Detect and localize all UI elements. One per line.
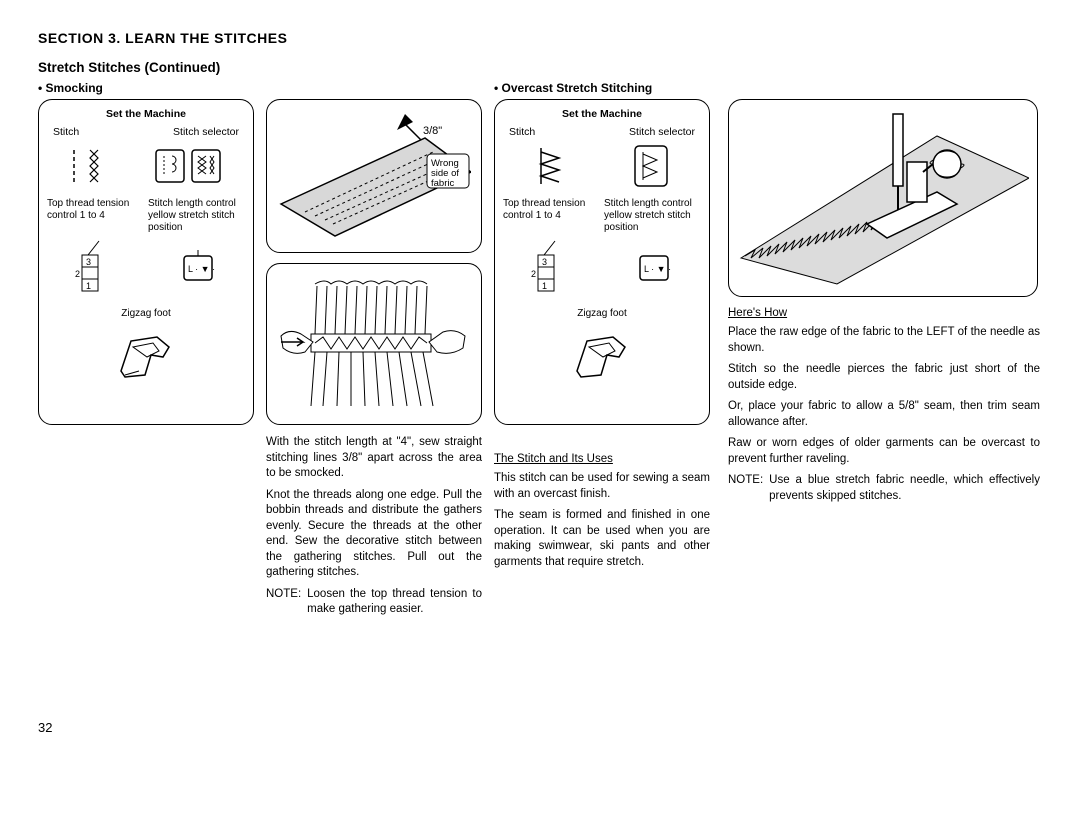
heres-how-1: Place the raw edge of the fabric to the … [728, 325, 1040, 356]
heres-how-head: Here's How [728, 307, 1040, 319]
smocking-note: NOTE: Loosen the top thread tension to m… [266, 587, 482, 618]
foot-label-2: Zigzag foot [503, 308, 701, 321]
smocking-diagram-2 [266, 263, 482, 425]
set-machine-label: Set the Machine [47, 108, 245, 120]
heres-how-note: NOTE: Use a blue stretch fabric needle, … [728, 473, 1040, 504]
controls-row-2: 3 2 1 L · ▼ · S [503, 238, 701, 298]
overcast-icons-row [503, 144, 701, 188]
overcast-settings-panel: Set the Machine Stitch Stitch selector T… [494, 99, 710, 425]
selector-label: Stitch selector [173, 126, 239, 138]
tension-label: Top thread tension control 1 to 4 [47, 198, 144, 234]
svg-text:L · ▼ · S: L · ▼ · S [188, 264, 218, 274]
machine-diagram-panel [728, 99, 1038, 297]
svg-text:1: 1 [86, 281, 91, 291]
smocking-settings-panel: Set the Machine Stitch Stitch selector [38, 99, 254, 425]
length-control-icon: L · ▼ · S [178, 248, 218, 288]
length-control-icon-2: L · ▼ · S [634, 248, 674, 288]
zigzag-foot-icon-2 [567, 327, 637, 383]
tension-label-2: Top thread tension control 1 to 4 [503, 198, 600, 234]
content-columns: • Smocking Set the Machine Stitch Stitch… [38, 81, 1042, 618]
section-title: SECTION 3. LEARN THE STITCHES [38, 30, 1042, 46]
smocking-diagram-1: 3/8" Wrong side of fabric [266, 99, 482, 253]
column-overcast-panel: • Overcast Stretch Stitching Set the Mac… [494, 81, 710, 576]
column-smocking-diagrams: 3/8" Wrong side of fabric [266, 81, 482, 618]
foot-label: Zigzag foot [47, 308, 245, 321]
svg-text:3: 3 [86, 257, 91, 267]
note-label: NOTE: [266, 587, 301, 618]
column-heres-how: Here's How Place the raw edge of the fab… [728, 81, 1040, 504]
stitch-icons-row [47, 144, 245, 188]
heres-how-4: Raw or worn edges of older garments can … [728, 436, 1040, 467]
svg-text:2: 2 [75, 269, 80, 279]
svg-text:L · ▼ · S: L · ▼ · S [644, 264, 674, 274]
zigzag-foot-icon [111, 327, 181, 383]
svg-text:3: 3 [542, 257, 547, 267]
set-machine-label-2: Set the Machine [503, 108, 701, 120]
controls-row: 3 2 1 L · ▼ · S [47, 238, 245, 298]
overcast-stitch-icon [535, 144, 569, 188]
overcast-uses-2: The seam is formed and finished in one o… [494, 508, 710, 570]
fabric-lines-diagram: 3/8" Wrong side of fabric [275, 108, 471, 242]
overcast-selector-icon [633, 144, 669, 188]
svg-text:2: 2 [531, 269, 536, 279]
smocking-header: • Smocking [38, 81, 254, 95]
heres-how-2: Stitch so the needle pierces the fabric … [728, 362, 1040, 393]
measure-label: 3/8" [423, 125, 442, 137]
column-smocking-panel: • Smocking Set the Machine Stitch Stitch… [38, 81, 254, 435]
selector-label-2: Stitch selector [629, 126, 695, 138]
overcast-header: • Overcast Stretch Stitching [494, 81, 710, 95]
uses-subhead: The Stitch and Its Uses [494, 453, 710, 465]
stitch-label-2: Stitch [509, 126, 535, 138]
gathered-fabric-diagram [275, 272, 471, 414]
note-body: Loosen the top thread tension to make ga… [307, 587, 482, 618]
selector-boxes-icon [154, 146, 224, 186]
length-label-2: Stitch length control yellow stretch sti… [604, 198, 701, 234]
page-number: 32 [38, 720, 52, 735]
smocking-instr-2: Knot the threads along one edge. Pull th… [266, 488, 482, 581]
note-body-2: Use a blue stretch fabric needle, which … [769, 473, 1040, 504]
overcast-uses-1: This stitch can be used for sewing a sea… [494, 471, 710, 502]
page-subtitle: Stretch Stitches (Continued) [38, 60, 1042, 75]
tension-dial-icon: 3 2 1 [74, 239, 124, 297]
stitch-label: Stitch [53, 126, 79, 138]
length-label: Stitch length control yellow stretch sti… [148, 198, 245, 234]
stitch-pattern-icon [68, 146, 112, 186]
presser-foot-diagram [737, 108, 1029, 286]
svg-text:1: 1 [542, 281, 547, 291]
svg-text:fabric: fabric [431, 178, 454, 189]
heres-how-3: Or, place your fabric to allow a 5/8" se… [728, 399, 1040, 430]
smocking-instr-1: With the stitch length at "4", sew strai… [266, 435, 482, 482]
note-label-2: NOTE: [728, 473, 763, 504]
tension-dial-icon-2: 3 2 1 [530, 239, 580, 297]
